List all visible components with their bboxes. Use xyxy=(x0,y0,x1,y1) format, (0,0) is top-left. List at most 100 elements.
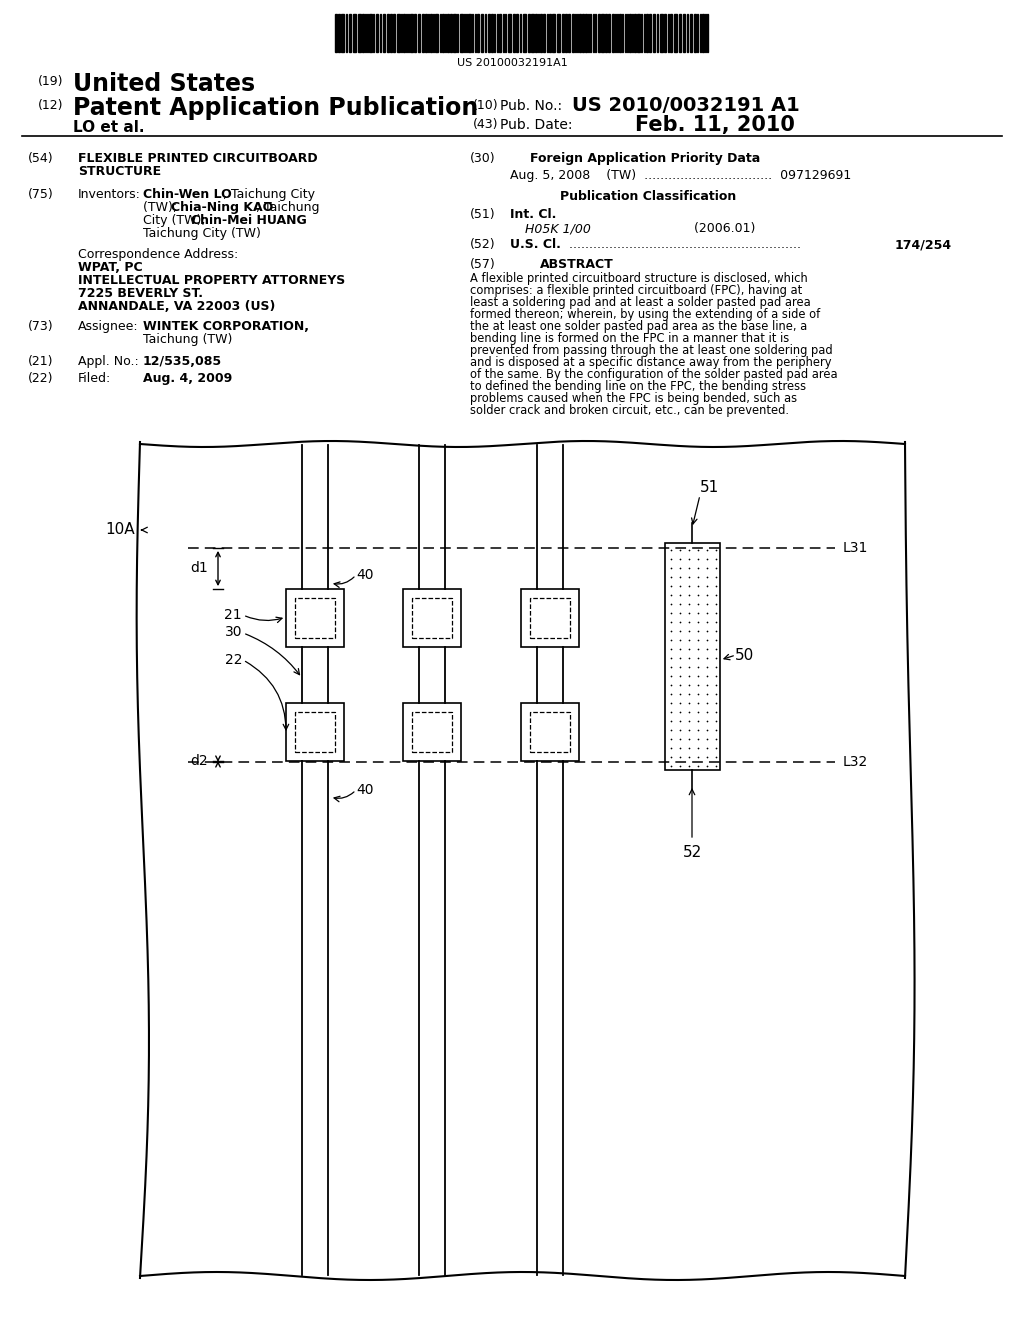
Bar xyxy=(453,15,456,51)
Bar xyxy=(557,15,560,51)
Bar xyxy=(387,15,389,51)
Text: problems caused when the FPC is being bended, such as: problems caused when the FPC is being be… xyxy=(470,392,797,405)
Bar xyxy=(664,15,666,51)
Text: ANNANDALE, VA 22003 (US): ANNANDALE, VA 22003 (US) xyxy=(78,300,275,313)
Bar xyxy=(349,15,351,51)
Text: U.S. Cl.: U.S. Cl. xyxy=(510,238,561,251)
Text: Aug. 5, 2008    (TW)  ................................  097129691: Aug. 5, 2008 (TW) ......................… xyxy=(510,169,851,182)
Bar xyxy=(508,15,511,51)
Bar xyxy=(521,589,579,647)
Bar xyxy=(286,704,344,762)
Text: A flexible printed circuitboard structure is disclosed, which: A flexible printed circuitboard structur… xyxy=(470,272,808,285)
Bar xyxy=(679,15,681,51)
Bar xyxy=(565,15,567,51)
Text: (21): (21) xyxy=(28,355,53,368)
Text: the at least one solder pasted pad area as the base line, a: the at least one solder pasted pad area … xyxy=(470,319,807,333)
Bar xyxy=(535,15,537,51)
Text: (19): (19) xyxy=(38,75,63,88)
Text: , Taichung: , Taichung xyxy=(256,201,319,214)
Text: US 2010/0032191 A1: US 2010/0032191 A1 xyxy=(572,96,800,115)
Bar xyxy=(403,589,461,647)
Bar xyxy=(383,15,385,51)
Bar xyxy=(601,15,604,51)
Text: 21: 21 xyxy=(224,609,242,622)
Text: bending line is formed on the FPC in a manner that it is: bending line is formed on the FPC in a m… xyxy=(470,333,790,345)
Bar xyxy=(410,15,413,51)
Bar xyxy=(653,15,655,51)
Bar xyxy=(585,15,587,51)
Text: L31: L31 xyxy=(843,541,868,554)
Bar xyxy=(612,15,614,51)
Text: United States: United States xyxy=(73,73,255,96)
Bar xyxy=(338,15,340,51)
Bar xyxy=(430,15,432,51)
Text: prevented from passing through the at least one soldering pad: prevented from passing through the at le… xyxy=(470,345,833,356)
Text: Filed:: Filed: xyxy=(78,372,112,385)
Text: H05K 1/00: H05K 1/00 xyxy=(525,222,591,235)
Bar xyxy=(460,15,463,51)
Text: and is disposed at a specific distance away from the periphery: and is disposed at a specific distance a… xyxy=(470,356,831,370)
Bar xyxy=(397,15,400,51)
Bar xyxy=(523,15,526,51)
Bar xyxy=(488,15,490,51)
Text: WPAT, PC: WPAT, PC xyxy=(78,261,142,275)
Text: (75): (75) xyxy=(28,187,53,201)
Bar xyxy=(286,589,344,647)
Text: L32: L32 xyxy=(843,755,868,770)
Bar xyxy=(531,15,534,51)
Text: 52: 52 xyxy=(682,845,701,861)
Text: Aug. 4, 2009: Aug. 4, 2009 xyxy=(143,372,232,385)
Text: to defined the bending line on the FPC, the bending stress: to defined the bending line on the FPC, … xyxy=(470,380,806,393)
Bar xyxy=(447,15,449,51)
Text: Correspondence Address:: Correspondence Address: xyxy=(78,248,239,261)
Text: d2: d2 xyxy=(190,754,208,768)
Text: (57): (57) xyxy=(470,257,496,271)
Text: US 20100032191A1: US 20100032191A1 xyxy=(457,58,567,69)
Bar xyxy=(694,15,696,51)
Text: Pub. Date:: Pub. Date: xyxy=(500,117,572,132)
Text: 22: 22 xyxy=(224,653,242,667)
Text: ..........................................................: ........................................… xyxy=(565,238,805,251)
Bar xyxy=(341,15,344,51)
Bar xyxy=(521,704,579,762)
Bar xyxy=(403,15,406,51)
Bar xyxy=(353,15,356,51)
Bar xyxy=(690,15,692,51)
Text: LO et al.: LO et al. xyxy=(73,120,144,135)
Text: (2006.01): (2006.01) xyxy=(630,222,756,235)
Text: (43): (43) xyxy=(473,117,499,131)
Bar xyxy=(393,15,395,51)
Bar xyxy=(660,15,663,51)
Bar xyxy=(582,15,584,51)
Text: 40: 40 xyxy=(356,568,374,582)
Bar xyxy=(598,15,600,51)
Bar xyxy=(295,711,335,752)
Bar xyxy=(403,704,461,762)
Bar xyxy=(376,15,378,51)
Text: (73): (73) xyxy=(28,319,53,333)
Bar xyxy=(513,15,515,51)
Text: Taichung (TW): Taichung (TW) xyxy=(143,333,232,346)
Bar xyxy=(540,15,542,51)
Bar xyxy=(649,15,651,51)
Bar xyxy=(468,15,471,51)
Bar xyxy=(335,15,337,51)
Bar xyxy=(477,15,479,51)
Bar xyxy=(629,15,631,51)
Bar xyxy=(295,598,335,638)
Text: WINTEK CORPORATION,: WINTEK CORPORATION, xyxy=(143,319,309,333)
Text: Chin-Wen LO: Chin-Wen LO xyxy=(143,187,231,201)
Text: Appl. No.:: Appl. No.: xyxy=(78,355,138,368)
Text: (51): (51) xyxy=(470,209,496,220)
Text: , Taichung City: , Taichung City xyxy=(223,187,315,201)
Text: 40: 40 xyxy=(356,783,374,797)
Text: City (TW);: City (TW); xyxy=(143,214,210,227)
Bar xyxy=(412,711,452,752)
Bar xyxy=(568,15,570,51)
Bar xyxy=(572,15,574,51)
Bar xyxy=(683,15,685,51)
Text: Publication Classification: Publication Classification xyxy=(560,190,736,203)
Bar xyxy=(412,598,452,638)
Bar xyxy=(481,15,483,51)
Text: Taichung City (TW): Taichung City (TW) xyxy=(143,227,261,240)
